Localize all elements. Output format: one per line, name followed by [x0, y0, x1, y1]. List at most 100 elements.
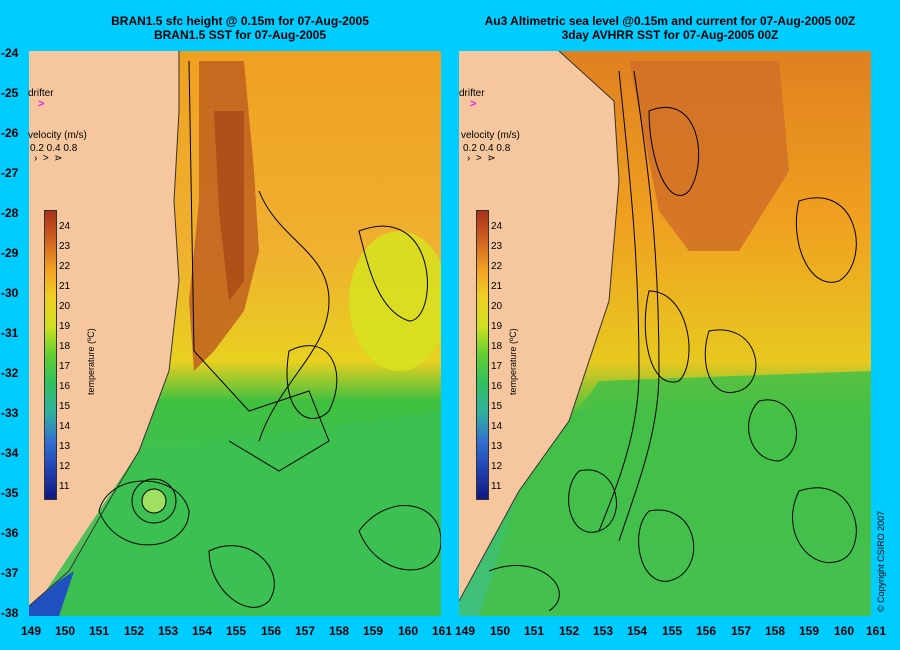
lon-label: 154 [192, 624, 213, 638]
lat-label: -37 [1, 566, 19, 580]
lon-label: 158 [765, 624, 786, 638]
lat-label: -32 [1, 366, 19, 380]
left-warm-core-inner [214, 111, 244, 301]
cbar-tick: 13 [59, 441, 71, 452]
cbar-tick: 24 [59, 221, 71, 232]
cbar-tick: 17 [491, 361, 503, 372]
cbar-tick: 20 [59, 301, 71, 312]
right-panel-title: Au3 Altimetric sea level @0.15m and curr… [470, 14, 870, 42]
cbar-tick: 14 [59, 421, 71, 432]
right-velocity-arrows-icon: › > ⋗ [467, 153, 496, 164]
left-drifter-label: drifter [28, 88, 54, 99]
lat-label: -38 [1, 606, 19, 620]
lon-label: 151 [89, 624, 110, 638]
left-coastal-cold [29, 571, 74, 616]
left-eddy-core [141, 488, 167, 514]
right-contours [488, 70, 857, 612]
lat-label: -35 [1, 486, 19, 500]
cbar-tick: 22 [491, 261, 503, 272]
left-green-zone [29, 411, 441, 616]
left-sst-map [29, 51, 441, 616]
lon-label: 159 [799, 624, 820, 638]
cbar-tick: 22 [59, 261, 71, 272]
lon-label: 160 [834, 624, 855, 638]
lon-label: 160 [398, 624, 419, 638]
left-colorbar-label: temperature (ºC) [86, 328, 96, 395]
lon-label: 159 [363, 624, 384, 638]
lon-label: 157 [295, 624, 316, 638]
lon-label: 158 [329, 624, 350, 638]
lat-label: -26 [1, 126, 19, 140]
left-drifter-icon: > [38, 98, 45, 110]
lon-label: 150 [490, 624, 511, 638]
lon-label: 156 [261, 624, 282, 638]
lon-label: 152 [124, 624, 145, 638]
cbar-tick: 16 [491, 381, 503, 392]
right-drifter-icon: > [470, 98, 477, 110]
lat-label: -27 [1, 166, 19, 180]
lon-label: 161 [866, 624, 887, 638]
cbar-tick: 19 [491, 321, 503, 332]
cbar-tick: 11 [59, 481, 70, 492]
lon-label: 149 [455, 624, 476, 638]
lon-label: 154 [627, 624, 648, 638]
left-contours [98, 60, 441, 608]
lat-label: -33 [1, 406, 19, 420]
cbar-tick: 12 [491, 461, 503, 472]
cbar-tick: 23 [59, 241, 71, 252]
cbar-tick: 14 [491, 421, 503, 432]
right-warm-core [629, 61, 789, 251]
lon-label: 161 [432, 624, 453, 638]
left-coastline [29, 51, 180, 607]
copyright-notice: © Copyright CSIRO 2007 [876, 510, 886, 612]
lon-label: 153 [158, 624, 179, 638]
lat-label: -24 [1, 46, 19, 60]
cbar-tick: 11 [491, 481, 502, 492]
right-coastline [459, 51, 620, 602]
lon-label: 149 [21, 624, 42, 638]
lon-label: 152 [559, 624, 580, 638]
lon-label: 150 [55, 624, 76, 638]
left-yellow-eddy [349, 231, 441, 371]
lon-label: 155 [662, 624, 683, 638]
right-colorbar [476, 210, 489, 500]
left-velocity-title: velocity (m/s) [28, 130, 87, 141]
left-title-line1: BRAN1.5 sfc height @ 0.15m for 07-Aug-20… [111, 14, 369, 28]
cbar-tick: 17 [59, 361, 71, 372]
lat-label: -34 [1, 446, 19, 460]
cbar-tick: 13 [491, 441, 503, 452]
cbar-tick: 23 [491, 241, 503, 252]
left-eddy-contour [131, 478, 177, 524]
cbar-tick: 19 [59, 321, 71, 332]
lat-label: -25 [1, 86, 19, 100]
right-map-panel [459, 51, 871, 616]
left-title-line2: BRAN1.5 SST for 07-Aug-2005 [153, 28, 327, 42]
left-velocity-arrows-icon: › > ⋗ [34, 153, 63, 164]
lat-label: -28 [1, 206, 19, 220]
left-colorbar [44, 210, 57, 500]
lon-label: 153 [593, 624, 614, 638]
left-map-panel [29, 51, 441, 616]
cbar-tick: 18 [491, 341, 503, 352]
lat-label: -29 [1, 246, 19, 260]
lon-label: 151 [524, 624, 545, 638]
lat-label: -36 [1, 526, 19, 540]
lon-label: 156 [696, 624, 717, 638]
cbar-tick: 18 [59, 341, 71, 352]
lat-label: -31 [1, 326, 19, 340]
cbar-tick: 20 [491, 301, 503, 312]
right-green-zone [479, 371, 871, 616]
cbar-tick: 24 [491, 221, 503, 232]
right-velocity-scale: 0.2 0.4 0.8 [463, 143, 511, 154]
lon-label: 155 [226, 624, 247, 638]
cbar-tick: 16 [59, 381, 71, 392]
right-title-line1: Au3 Altimetric sea level @0.15m and curr… [484, 14, 856, 28]
right-velocity-title: velocity (m/s) [461, 130, 520, 141]
cbar-tick: 15 [59, 401, 71, 412]
lon-label: 157 [731, 624, 752, 638]
left-panel-title: BRAN1.5 sfc height @ 0.15m for 07-Aug-20… [80, 14, 400, 42]
cbar-tick: 21 [491, 281, 503, 292]
cbar-tick: 21 [59, 281, 71, 292]
left-velocity-scale: 0.2 0.4 0.8 [30, 143, 78, 154]
cbar-tick: 12 [59, 461, 71, 472]
